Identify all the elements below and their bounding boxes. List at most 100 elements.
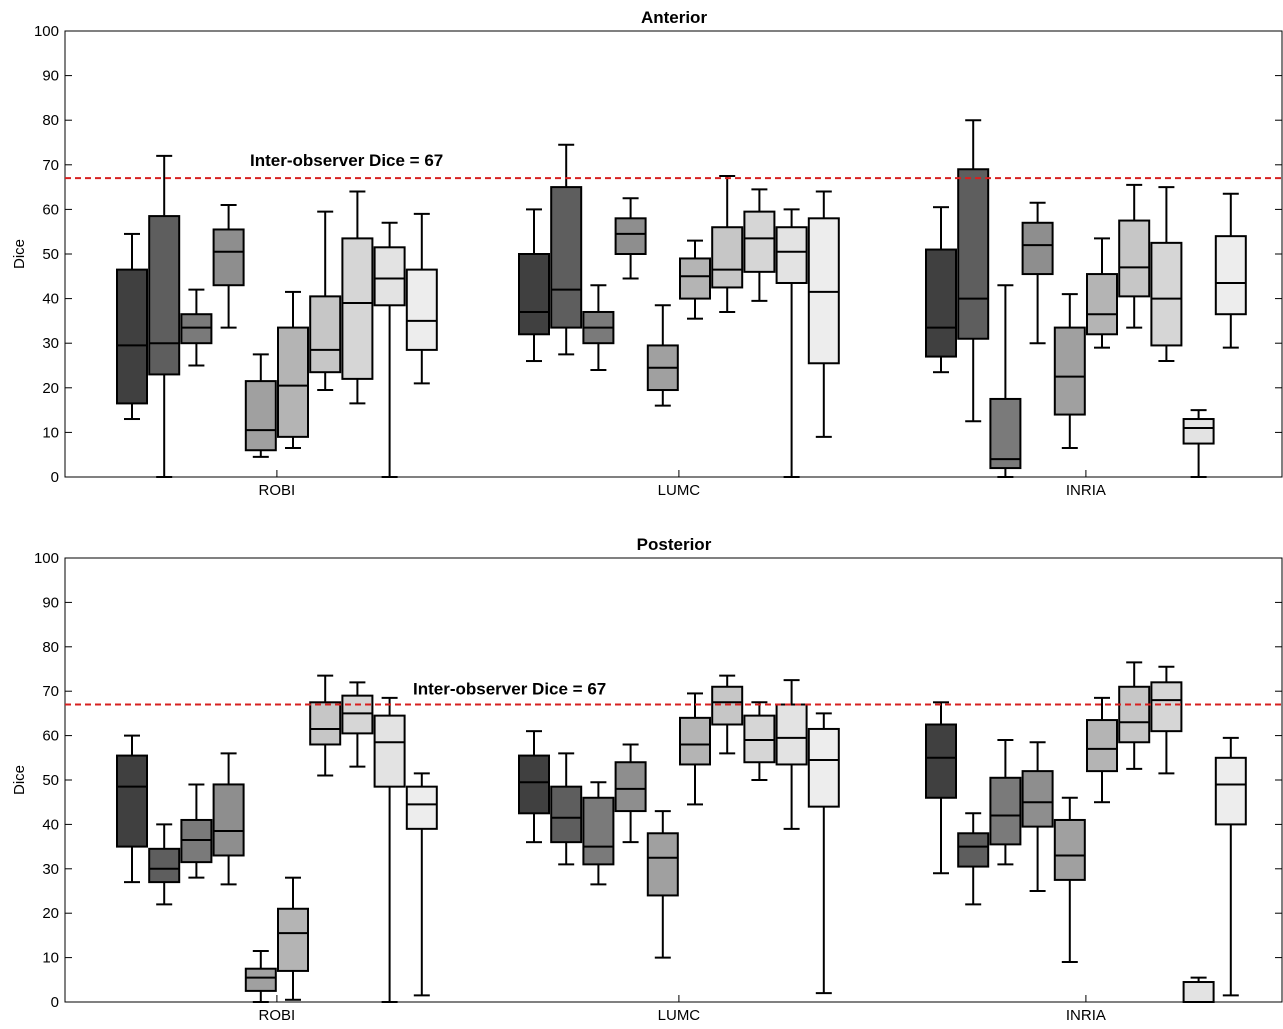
box-8 (341, 681, 374, 768)
y-tick-label: 90 (42, 68, 59, 85)
box-2 (148, 154, 181, 478)
box-9 (373, 221, 406, 478)
box-iqr (711, 685, 744, 726)
y-tick-label: 100 (34, 23, 59, 40)
box-10 (1214, 736, 1247, 997)
box-10 (807, 712, 840, 995)
y-tick-label: 60 (42, 728, 59, 745)
box-group-robi (116, 674, 438, 1003)
box-5 (244, 949, 277, 1003)
box-iqr (148, 215, 181, 376)
box-iqr (807, 727, 840, 808)
box-8 (743, 188, 776, 302)
x-category-label: ROBI (259, 482, 296, 499)
box-5 (1053, 293, 1086, 450)
x-category-label: LUMC (658, 1007, 701, 1024)
box-iqr (989, 397, 1022, 470)
box-iqr (989, 776, 1022, 846)
box-iqr (341, 237, 374, 380)
box-iqr (373, 714, 406, 788)
box-7 (711, 174, 744, 313)
y-tick-label: 90 (42, 594, 59, 611)
box-iqr (775, 703, 808, 766)
box-iqr (341, 694, 374, 735)
y-tick-label: 60 (42, 201, 59, 218)
box-10 (405, 212, 438, 385)
box-iqr (1182, 981, 1215, 1004)
box-group-inria (925, 119, 1247, 478)
box-group-robi (116, 154, 438, 478)
box-iqr (1021, 770, 1054, 828)
box-7 (711, 674, 744, 755)
y-tick-label: 0 (51, 994, 59, 1011)
box-group-inria (925, 661, 1247, 1004)
box-3 (989, 739, 1022, 866)
box-2 (148, 823, 181, 906)
box-10 (1214, 192, 1247, 349)
box-iqr (277, 326, 309, 438)
y-tick-label: 100 (34, 550, 59, 567)
box-iqr (277, 907, 309, 972)
y-tick-label: 10 (42, 950, 59, 967)
box-4 (1021, 741, 1054, 892)
box-iqr (743, 210, 776, 273)
box-iqr (582, 796, 615, 866)
box-5 (1053, 796, 1086, 964)
y-tick-label: 10 (42, 424, 59, 441)
y-tick-label: 20 (42, 380, 59, 397)
box-iqr (1150, 681, 1183, 733)
box-iqr (116, 268, 148, 405)
reference-line-label: Inter-observer Dice = 67 (413, 680, 606, 699)
box-1 (925, 206, 957, 374)
box-2 (550, 143, 583, 356)
y-tick-label: 20 (42, 905, 59, 922)
box-iqr (405, 268, 438, 351)
box-4 (212, 203, 245, 329)
box-iqr (1053, 818, 1086, 881)
box-10 (405, 772, 438, 997)
y-tick-label: 40 (42, 816, 59, 833)
box-iqr (1118, 219, 1151, 298)
box-iqr (1086, 273, 1118, 336)
box-6 (679, 239, 711, 320)
box-8 (743, 701, 776, 781)
box-iqr (1086, 719, 1118, 773)
box-iqr (646, 832, 679, 897)
chart-title: Posterior (637, 535, 712, 554)
box-7 (1118, 183, 1151, 329)
box-2 (957, 812, 990, 906)
box-iqr (148, 847, 181, 884)
box-6 (277, 290, 309, 450)
y-tick-label: 80 (42, 112, 59, 129)
plot-frame (64, 557, 1283, 1003)
box-iqr (1214, 235, 1247, 316)
y-axis-label: Dice (11, 239, 28, 269)
box-6 (1086, 237, 1118, 349)
y-tick-label: 70 (42, 683, 59, 700)
box-4 (212, 752, 245, 886)
box-4 (1021, 201, 1054, 345)
chart-panel-posterior: Posterior Dice 0 10 20 30 40 50 60 70 80 90 100 ROBI L… (11, 535, 1283, 1024)
x-category-label: ROBI (259, 1007, 296, 1024)
box-3 (180, 288, 213, 367)
box-iqr (1182, 418, 1215, 445)
box-iqr (116, 754, 148, 848)
box-iqr (373, 246, 406, 307)
y-axis-label: Dice (11, 765, 28, 795)
box-3 (180, 783, 213, 879)
box-7 (309, 674, 342, 777)
box-iqr (1021, 221, 1054, 276)
box-iqr (550, 785, 583, 844)
box-6 (1086, 696, 1118, 804)
box-8 (1150, 186, 1183, 363)
box-1 (116, 232, 148, 421)
box-1 (925, 701, 957, 875)
box-iqr (1150, 241, 1183, 347)
y-tick-label: 50 (42, 772, 59, 789)
y-tick-label: 80 (42, 639, 59, 656)
x-category-label: LUMC (658, 482, 701, 499)
box-iqr (550, 186, 583, 329)
box-group-lumc (518, 674, 840, 995)
